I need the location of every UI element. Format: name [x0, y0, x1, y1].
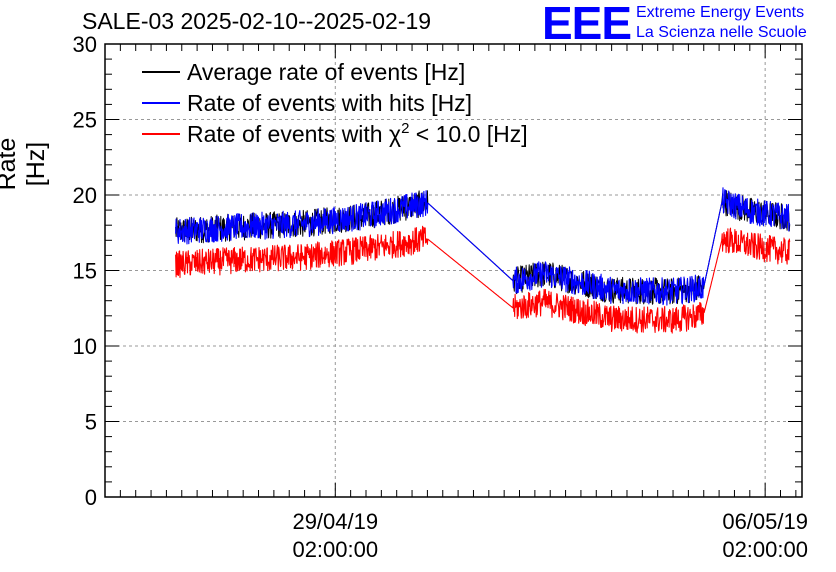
legend-label-average: Average rate of events [Hz] [187, 59, 465, 85]
brand-line-2: La Scienza nelle Scuole [636, 24, 807, 41]
y-tick-label: 5 [85, 410, 97, 435]
legend-label-chi2: Rate of events with χ2 < 10.0 [Hz] [187, 120, 528, 147]
x-tick-date-label: 06/05/19 [722, 509, 808, 534]
series-line-2 [175, 225, 791, 334]
series-line-1 [175, 187, 791, 306]
legend: Average rate of events [Hz] Rate of even… [142, 59, 528, 147]
series-line-0 [175, 190, 791, 305]
grid-lines [105, 44, 802, 497]
y-tick-label: 20 [73, 183, 97, 208]
legend-label-hits: Rate of events with hits [Hz] [187, 90, 472, 116]
y-tick-label: 0 [85, 485, 97, 510]
y-axis: 0 5 10 15 20 25 30 [73, 32, 802, 510]
x-tick-time-label: 02:00:00 [722, 537, 808, 562]
y-tick-label: 10 [73, 334, 97, 359]
eee-logo: EEE [542, 0, 632, 49]
x-tick-date-label: 29/04/19 [292, 509, 378, 534]
y-axis-label: Rate [Hz] [0, 137, 50, 191]
y-tick-label: 15 [73, 259, 97, 284]
x-axis: 29/04/19 02:00:00 06/05/19 02:00:00 [104, 44, 808, 562]
chart-title: SALE-03 2025-02-10--2025-02-19 [82, 8, 432, 34]
series-layer [175, 187, 791, 334]
y-tick-label: 25 [73, 108, 97, 133]
brand-line-1: Extreme Energy Events [636, 4, 805, 21]
y-tick-label: 30 [73, 32, 97, 57]
x-tick-time-label: 02:00:00 [292, 537, 378, 562]
